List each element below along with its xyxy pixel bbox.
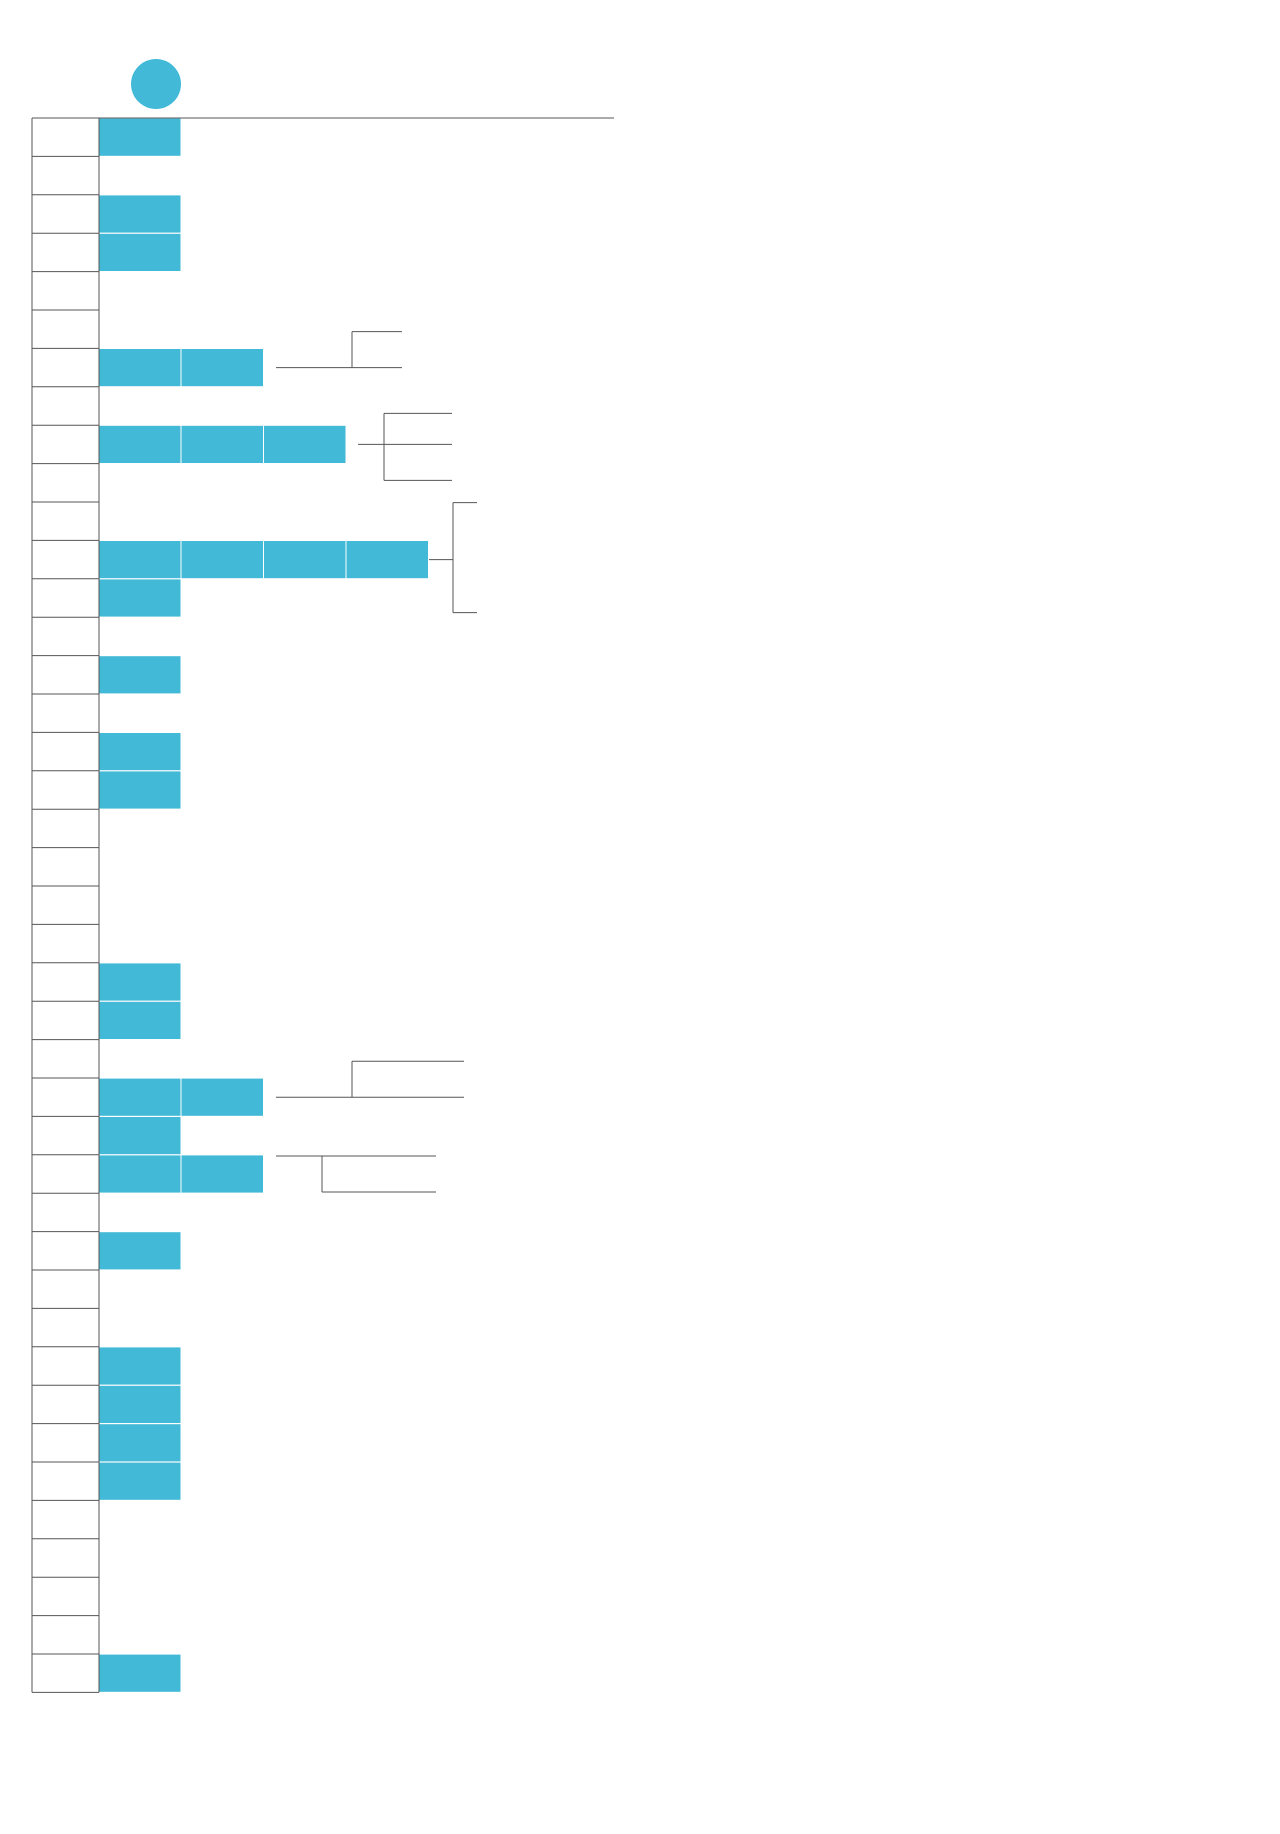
row-33-cell-1 bbox=[99, 1347, 181, 1385]
row-30-cell-1 bbox=[99, 1232, 181, 1270]
row-28-cell-2 bbox=[181, 1155, 263, 1193]
row-27-cell-1 bbox=[99, 1117, 181, 1155]
row-12-cell-2 bbox=[181, 541, 263, 579]
row-9-cell-3 bbox=[264, 425, 346, 463]
row-15-cell-1 bbox=[99, 656, 181, 694]
row-12-cell-1 bbox=[99, 541, 181, 579]
row-7-cell-1 bbox=[99, 349, 181, 387]
row-36-cell-1 bbox=[99, 1462, 181, 1500]
circle-marker bbox=[131, 59, 181, 109]
row-26-cell-1 bbox=[99, 1078, 181, 1116]
row-34-cell-1 bbox=[99, 1385, 181, 1423]
row-3-cell-1 bbox=[99, 195, 181, 233]
row-17-cell-1 bbox=[99, 733, 181, 771]
row-4-cell-1 bbox=[99, 233, 181, 271]
row-41-cell-1 bbox=[99, 1654, 181, 1692]
row-9-cell-2 bbox=[181, 425, 263, 463]
row-12-cell-4 bbox=[346, 541, 428, 579]
row-35-cell-1 bbox=[99, 1424, 181, 1462]
row-26-cell-2 bbox=[181, 1078, 263, 1116]
row-9-cell-1 bbox=[99, 425, 181, 463]
row-13-cell-1 bbox=[99, 579, 181, 617]
row-12-cell-3 bbox=[264, 541, 346, 579]
row-23-cell-1 bbox=[99, 963, 181, 1001]
row-24-cell-1 bbox=[99, 1001, 181, 1039]
row-18-cell-1 bbox=[99, 771, 181, 809]
row-7-cell-2 bbox=[181, 349, 263, 387]
row-28-cell-1 bbox=[99, 1155, 181, 1193]
row-1-cell-1 bbox=[99, 118, 181, 156]
